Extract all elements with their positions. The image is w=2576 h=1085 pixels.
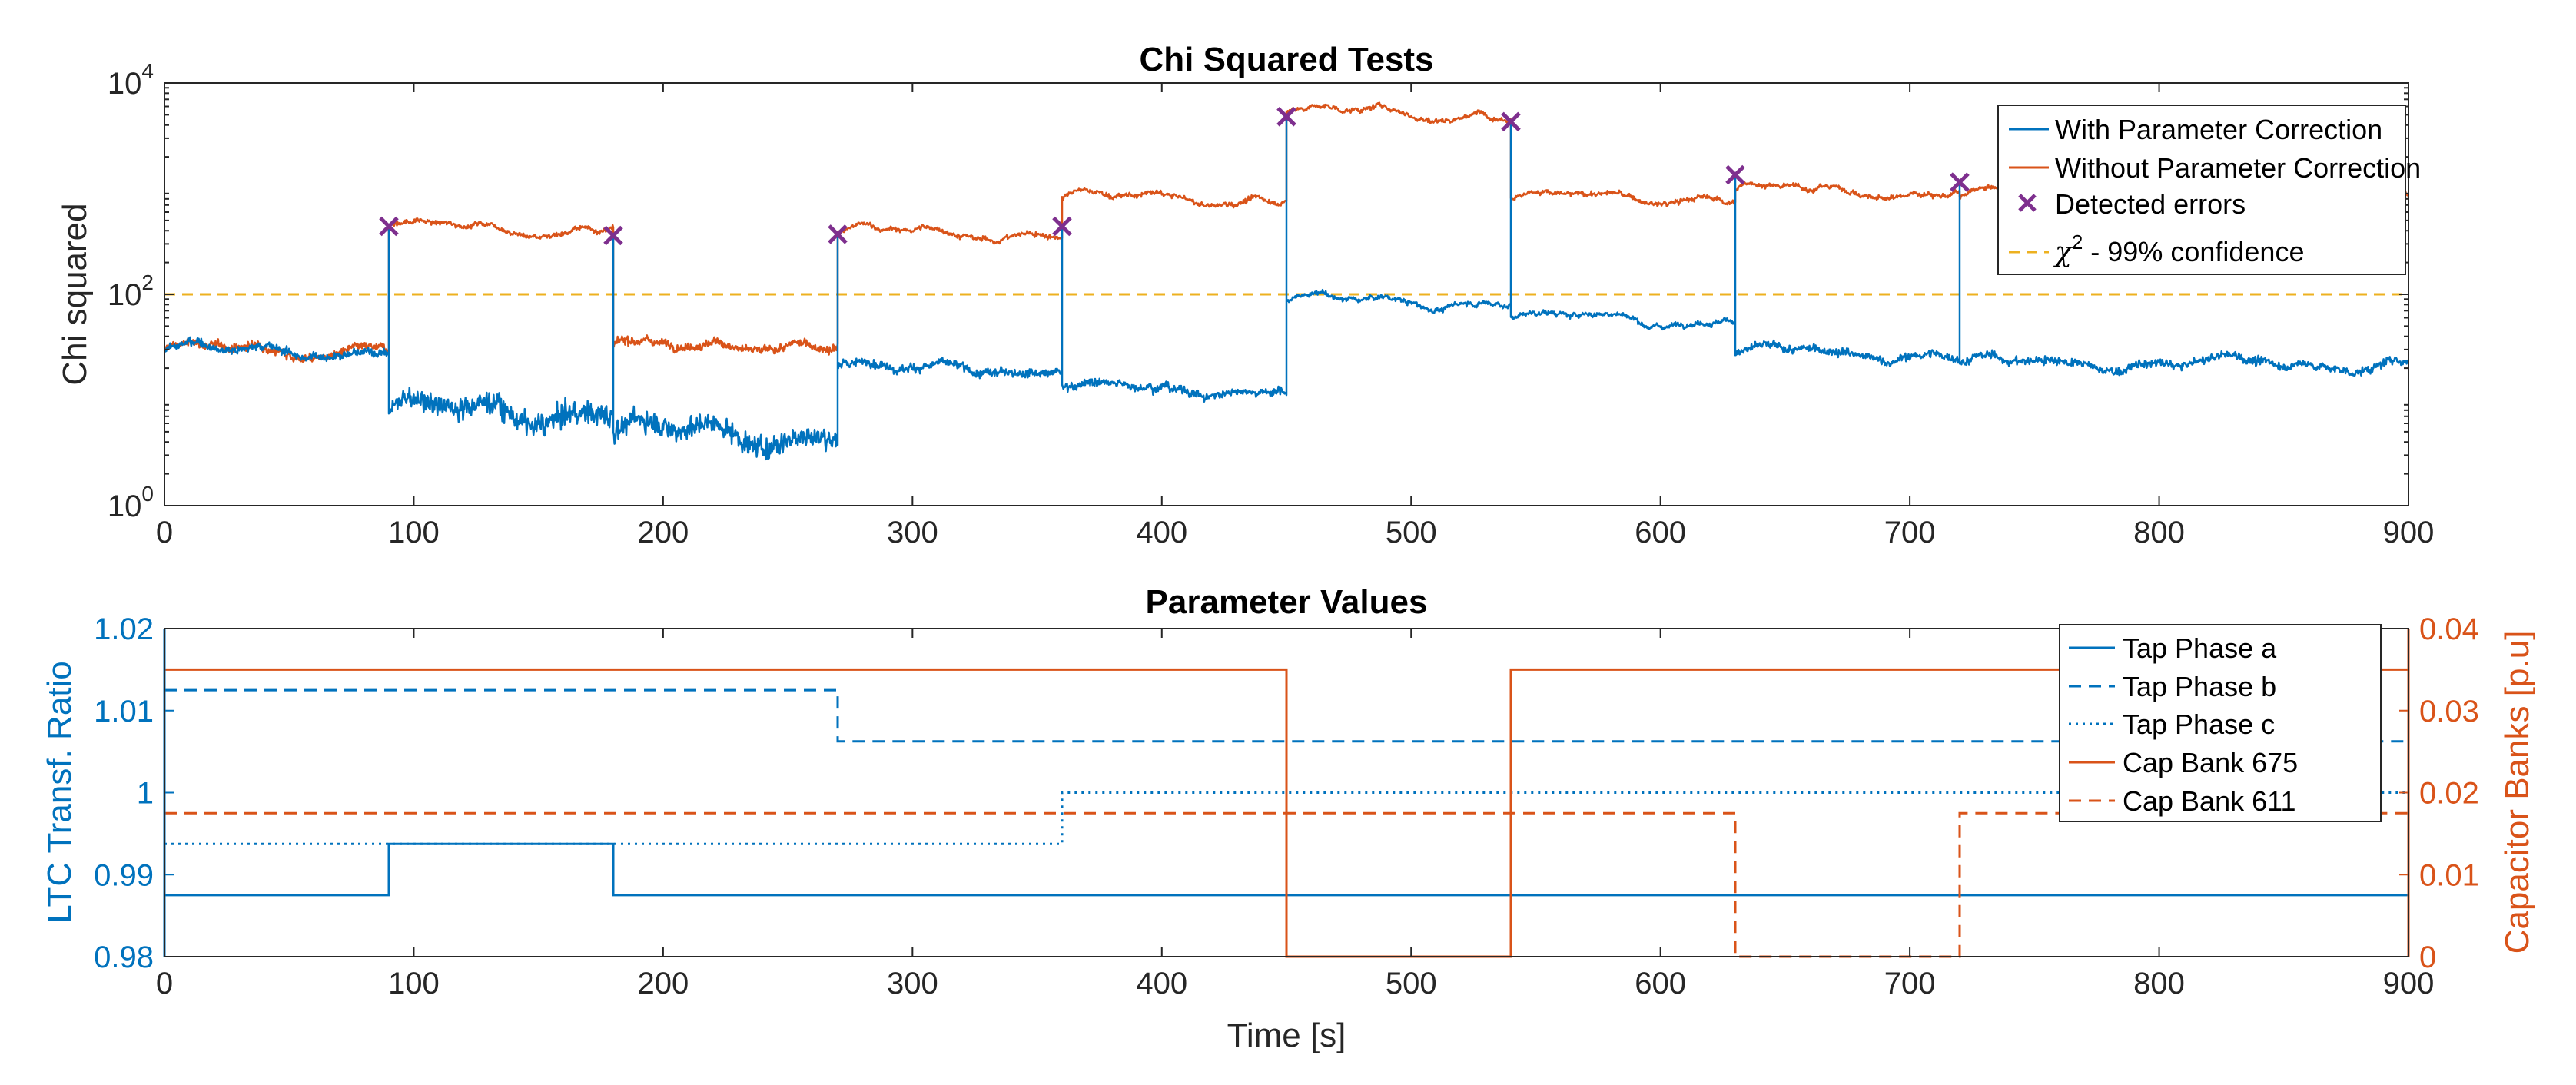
legend-marker-detected-errors bbox=[2018, 194, 2037, 212]
bottom-right-y-tick-label: 0.02 bbox=[2419, 777, 2479, 811]
bottom-left-y-tick-label: 0.99 bbox=[94, 858, 154, 892]
bottom-x-tick-label: 300 bbox=[887, 967, 938, 1000]
detected-error-marker-3 bbox=[828, 224, 848, 244]
bottom-left-y-tick-label: 0.98 bbox=[94, 941, 154, 974]
top-x-tick-label: 300 bbox=[887, 516, 938, 549]
bottom-x-axis-label: Time [s] bbox=[1227, 1017, 1346, 1054]
top-x-tick-label: 800 bbox=[2133, 516, 2185, 549]
series-line-tap-phase-a bbox=[164, 842, 2408, 897]
series-line-tap-phase-b bbox=[164, 688, 2408, 743]
legend-label-tap-c: Tap Phase c bbox=[2123, 708, 2275, 740]
legend-label-tap-b: Tap Phase b bbox=[2123, 671, 2276, 702]
parameter-values-chart: Parameter Values LTC Transf. Ratio Capac… bbox=[41, 583, 2536, 1054]
bottom-legend-box bbox=[2059, 624, 2382, 822]
detected-error-marker-6 bbox=[1501, 111, 1521, 132]
bottom-right-y-tick-label: 0 bbox=[2419, 941, 2436, 974]
series-line-with-correction bbox=[163, 115, 2410, 461]
bottom-right-y-tick-label: 0.03 bbox=[2419, 695, 2479, 728]
detected-error-marker-1 bbox=[379, 216, 399, 237]
top-axes-box bbox=[164, 82, 2409, 506]
detected-error-marker-8 bbox=[1950, 172, 1970, 192]
legend-label-tap-a: Tap Phase a bbox=[2123, 632, 2277, 664]
legend-label-with-correction: With Parameter Correction bbox=[2055, 114, 2382, 145]
top-y-tick-label: 100 bbox=[108, 482, 154, 523]
detected-error-marker-5 bbox=[1276, 107, 1296, 127]
bottom-x-tick-label: 200 bbox=[638, 967, 689, 1000]
bottom-left-y-tick-label: 1.01 bbox=[94, 695, 154, 728]
top-x-tick-label: 200 bbox=[638, 516, 689, 549]
bottom-x-tick-label: 900 bbox=[2383, 967, 2435, 1000]
top-x-tick-label: 400 bbox=[1136, 516, 1187, 549]
legend-label-detected-errors: Detected errors bbox=[2055, 188, 2246, 220]
top-y-axis-label: Chi squared bbox=[56, 203, 94, 385]
top-chart-title: Chi Squared Tests bbox=[1139, 41, 1433, 78]
bottom-x-tick-label: 800 bbox=[2133, 967, 2185, 1000]
chi-squared-chart: Chi Squared Tests Chi squared 0 100 200 300… bbox=[56, 41, 2434, 549]
top-x-tick-label: 500 bbox=[1386, 516, 1437, 549]
detected-error-marker-2 bbox=[603, 225, 623, 246]
bottom-x-tick-label: 700 bbox=[1884, 967, 1936, 1000]
top-y-tick-label: 104 bbox=[108, 59, 154, 101]
bottom-left-y-tick-label: 1 bbox=[137, 777, 154, 811]
bottom-axes-box bbox=[164, 628, 2409, 957]
bottom-x-tick-label: 400 bbox=[1136, 967, 1187, 1000]
bottom-left-y-tick-label: 1.02 bbox=[94, 612, 154, 646]
bottom-chart-ticks: 0 100 200 300 400 500 600 700 800 900 0.98 0.99 1 1.0… bbox=[94, 612, 2479, 1000]
legend-label-without-correction: Without Parameter Correction bbox=[2055, 152, 2421, 184]
bottom-chart-title: Parameter Values bbox=[1146, 583, 1428, 621]
top-x-tick-label: 600 bbox=[1635, 516, 1686, 549]
bottom-right-y-axis-label: Capacitor Banks [p.u] bbox=[2498, 631, 2536, 954]
legend-label-threshold: χ2 - 99% confidence bbox=[2053, 231, 2304, 268]
bottom-legend: Tap Phase a Tap Phase b Tap Phase c Cap … bbox=[2059, 624, 2382, 822]
legend-label-cap-675: Cap Bank 675 bbox=[2123, 747, 2298, 778]
top-y-tick-label: 102 bbox=[108, 270, 154, 312]
bottom-right-y-tick-label: 0.01 bbox=[2419, 858, 2479, 892]
detected-error-marker-7 bbox=[1725, 164, 1745, 185]
bottom-x-tick-label: 600 bbox=[1635, 967, 1686, 1000]
top-x-tick-label: 0 bbox=[156, 516, 173, 549]
bottom-x-tick-label: 500 bbox=[1386, 967, 1437, 1000]
top-legend: With Parameter Correction Without Parame… bbox=[1997, 105, 2421, 275]
detected-error-marker-4 bbox=[1052, 216, 1072, 237]
top-x-tick-label: 900 bbox=[2383, 516, 2435, 549]
bottom-x-tick-label: 0 bbox=[156, 967, 173, 1000]
legend-label-cap-611: Cap Bank 611 bbox=[2123, 785, 2296, 817]
bottom-left-y-axis-label: LTC Transf. Ratio bbox=[41, 661, 78, 924]
top-x-tick-label: 100 bbox=[388, 516, 440, 549]
bottom-x-tick-label: 100 bbox=[388, 967, 440, 1000]
top-x-tick-label: 700 bbox=[1884, 516, 1936, 549]
top-legend-box bbox=[1997, 105, 2406, 275]
bottom-right-y-tick-label: 0.04 bbox=[2419, 612, 2479, 646]
